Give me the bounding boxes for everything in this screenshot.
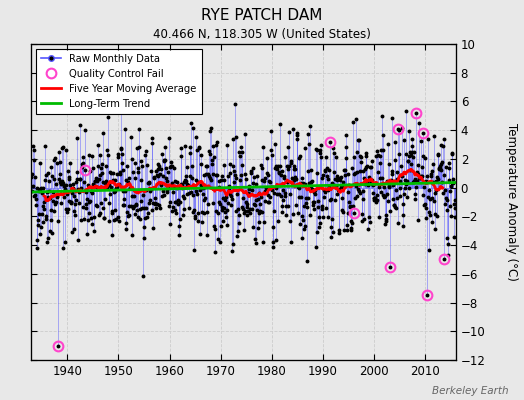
Text: 40.466 N, 118.305 W (United States): 40.466 N, 118.305 W (United States): [153, 28, 371, 41]
Text: RYE PATCH DAM: RYE PATCH DAM: [201, 8, 323, 23]
Text: Berkeley Earth: Berkeley Earth: [432, 386, 508, 396]
Legend: Raw Monthly Data, Quality Control Fail, Five Year Moving Average, Long-Term Tren: Raw Monthly Data, Quality Control Fail, …: [37, 49, 202, 114]
Y-axis label: Temperature Anomaly (°C): Temperature Anomaly (°C): [505, 123, 518, 281]
